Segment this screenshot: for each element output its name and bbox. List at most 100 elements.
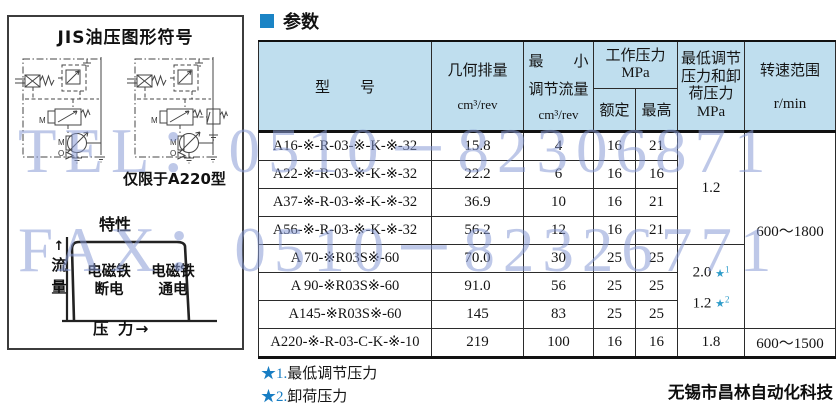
- section-heading-label: 参数: [283, 12, 319, 33]
- displacement-cell: 56.2: [431, 216, 524, 245]
- displacement-cell: 15.8: [431, 130, 524, 161]
- footnote-number: 1.: [276, 366, 288, 382]
- y-axis-char: 量: [51, 278, 67, 296]
- curve-label-solenoid-on: 电磁铁 通电: [143, 263, 203, 299]
- displacement-cell: 22.2: [431, 160, 524, 189]
- y-axis-char: 流: [51, 256, 67, 274]
- table-row: A145-※R03S※-60 145 83 25 25: [258, 300, 836, 329]
- displacement-cell: 70.0: [431, 244, 524, 273]
- star-marker-icon: ★1: [715, 263, 730, 280]
- table-row: A 90-※R03S※-60 91.0 56 25 25: [258, 272, 836, 301]
- min-pressure-cell: 1.8: [677, 328, 746, 358]
- max-cell: 16: [634, 160, 679, 189]
- header-unit: MPa: [696, 103, 726, 120]
- model-cell: A22-※-R-03-※-K-※-32: [258, 160, 432, 189]
- y-axis-arrow: ↑: [53, 239, 65, 254]
- table-row: A22-※-R-03-※-K-※-32 22.2 6 16 16: [258, 160, 836, 189]
- star-icon: ★: [261, 389, 277, 405]
- footnote-1: ★1.最低调节压力: [261, 363, 377, 386]
- header-unit: cm³/rev: [457, 97, 498, 112]
- max-cell: 21: [634, 188, 679, 217]
- model-cell: A56-※-R-03-※-K-※-32: [258, 216, 432, 245]
- col-header-working-pressure: 工作压力 MPa: [592, 40, 679, 89]
- footnote-number: 2.: [276, 389, 288, 405]
- rated-cell: 16: [593, 160, 636, 189]
- speed-cell: 600～1500: [744, 328, 837, 358]
- svg-text:M: M: [58, 138, 65, 147]
- max-cell: 16: [634, 328, 679, 358]
- col-header-model: 型 号: [258, 40, 432, 132]
- star-icon: ★: [261, 366, 277, 382]
- footnote-2: ★2.卸荷压力: [261, 386, 377, 409]
- company-name: 无锡市昌林自动化科技: [668, 383, 833, 402]
- curve-label-line: 电磁铁: [151, 264, 195, 280]
- table-row: A16-※-R-03-※-K-※-32 15.8 4 16 21 1.2 600…: [258, 130, 837, 329]
- min-flow-cell: 6: [523, 160, 594, 189]
- characteristics-title: 特性: [98, 215, 131, 234]
- col-header-min-flow: 最 小 调节流量 cm³/rev: [523, 40, 594, 132]
- max-cell: 25: [634, 244, 679, 273]
- curve-label-solenoid-off: 电磁铁 断电: [79, 263, 139, 299]
- table-row: A 70-※R03S※-60 70.0 30 25 25 2.0 ★1 1.2 …: [258, 244, 836, 329]
- hydraulic-circuit-diagrams-icon: M M O: [15, 56, 228, 164]
- rated-cell: 16: [593, 328, 636, 358]
- pressure-line: 2.0 ★1: [679, 256, 744, 287]
- header-unit: MPa: [621, 64, 650, 81]
- jis-symbol-panel: JIS油压图形符号: [7, 15, 244, 350]
- model-cell: A 90-※R03S※-60: [258, 272, 432, 301]
- header-line: 转速范围: [760, 62, 821, 79]
- svg-text:O: O: [58, 149, 64, 158]
- pressure-value: 2.0: [692, 264, 712, 281]
- table-row: A37-※-R-03-※-K-※-32 36.9 10 16 21: [258, 188, 836, 217]
- col-header-speed-range: 转速范围 r/min: [744, 40, 837, 132]
- col-header-min-pressure: 最低调节 压力和卸 荷压力 MPa: [677, 40, 746, 132]
- min-flow-cell: 56: [523, 272, 594, 301]
- min-flow-cell: 83: [523, 300, 594, 329]
- header-line: 几何排量: [447, 63, 508, 79]
- rated-cell: 25: [593, 244, 636, 273]
- rated-cell: 25: [593, 300, 636, 329]
- header-unit: cm³/rev: [538, 106, 579, 122]
- model-cell: A145-※R03S※-60: [258, 300, 432, 329]
- jis-panel-title: JIS油压图形符号: [57, 28, 194, 48]
- params-table: 型 号 几何排量 cm³/rev 最 小 调节流量 cm³/rev: [258, 40, 837, 359]
- min-flow-cell: 4: [523, 130, 594, 161]
- star-marker-icon: ★2: [715, 294, 730, 311]
- header-unit: r/min: [773, 96, 807, 113]
- min-pressure-merged-cell: 2.0 ★1 1.2 ★2: [677, 244, 746, 329]
- displacement-cell: 91.0: [431, 272, 524, 301]
- max-cell: 25: [634, 272, 679, 301]
- min-flow-cell: 10: [523, 188, 594, 217]
- y-axis-label: ↑ 流 量: [49, 239, 69, 298]
- max-cell: 21: [634, 216, 679, 245]
- col-header-displacement: 几何排量 cm³/rev: [431, 40, 524, 132]
- header-line: 最低调节: [681, 51, 742, 67]
- curve-label-line: 通电: [158, 282, 188, 298]
- header-line: 荷压力: [688, 86, 734, 102]
- displacement-cell: 36.9: [431, 188, 524, 217]
- table-row: A56-※-R-03-※-K-※-32 56.2 12 16 21: [258, 216, 836, 245]
- rated-cell: 16: [593, 188, 636, 217]
- header-line: 压力和卸: [681, 68, 742, 85]
- rated-cell: 16: [593, 130, 636, 161]
- col-header-rated: 额定: [593, 87, 636, 133]
- header-line: 最 小: [528, 53, 589, 70]
- model-cell: A 70-※R03S※-60: [258, 244, 432, 273]
- footnote-text: 卸荷压力: [287, 389, 348, 405]
- model-cell: A16-※-R-03-※-K-※-32: [258, 130, 432, 161]
- footnote-text: 最低调节压力: [287, 366, 378, 382]
- displacement-cell: 145: [431, 300, 524, 329]
- rated-cell: 16: [593, 216, 636, 245]
- pressure-value: 1.2: [692, 295, 712, 312]
- col-header-max: 最高: [634, 87, 679, 133]
- header-line: 调节流量: [528, 82, 589, 98]
- flow-pressure-curve-icon: [62, 237, 217, 323]
- curve-label-line: 电磁铁: [87, 264, 131, 280]
- section-heading: 参数: [260, 8, 319, 34]
- diagram-caption: 仅限于A220型: [123, 170, 226, 188]
- min-flow-cell: 30: [523, 244, 594, 273]
- min-pressure-merged-cell: 1.2: [677, 130, 746, 245]
- min-flow-cell: 100: [523, 328, 594, 358]
- max-cell: 25: [634, 300, 679, 329]
